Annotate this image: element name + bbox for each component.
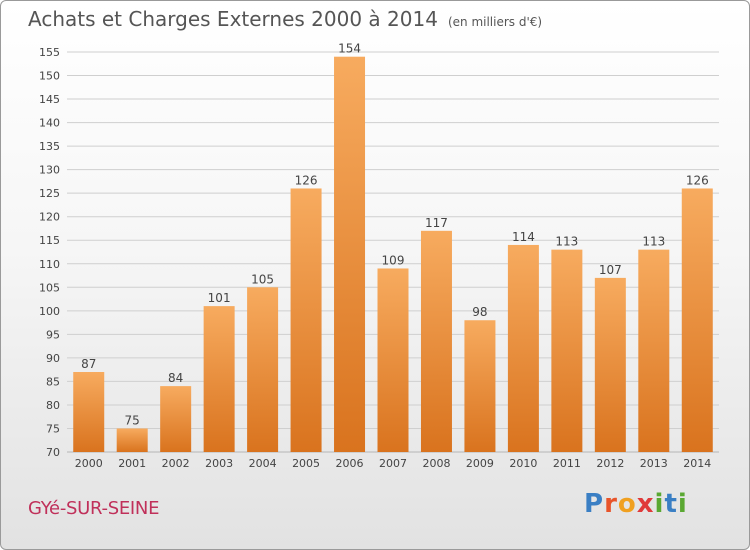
- x-tick-label: 2006: [336, 457, 364, 470]
- x-tick-label: 2003: [205, 457, 233, 470]
- data-label: 109: [382, 253, 405, 267]
- bar: [160, 386, 192, 452]
- commune-name: GYé-SUR-SEINE: [28, 498, 160, 519]
- chart-title: Achats et Charges Externes 2000 à 2014 (e…: [28, 7, 542, 31]
- y-tick-label: 125: [39, 187, 60, 200]
- bar: [681, 188, 713, 452]
- x-tick-label: 2010: [509, 457, 537, 470]
- data-label: 114: [512, 230, 535, 244]
- logo-letter: i: [654, 489, 665, 519]
- y-tick-label: 145: [39, 93, 60, 106]
- y-tick-label: 115: [39, 234, 60, 247]
- bar: [420, 230, 452, 452]
- x-tick-label: 2001: [118, 457, 146, 470]
- bar: [594, 277, 626, 452]
- y-tick-label: 85: [46, 375, 60, 388]
- bar: [377, 268, 409, 452]
- x-tick-label: 2013: [640, 457, 668, 470]
- x-tick-label: 2005: [292, 457, 320, 470]
- proxiti-logo[interactable]: Proxiti: [584, 489, 688, 519]
- y-tick-label: 140: [39, 117, 60, 130]
- y-tick-label: 150: [39, 70, 60, 83]
- x-tick-label: 2002: [162, 457, 190, 470]
- logo-letter: o: [617, 489, 637, 519]
- bar: [203, 306, 235, 452]
- y-tick-label: 135: [39, 140, 60, 153]
- y-tick-label: 120: [39, 211, 60, 224]
- y-tick-label: 80: [46, 399, 60, 412]
- data-label: 126: [686, 173, 709, 187]
- bar: [73, 372, 105, 452]
- bar: [334, 56, 366, 453]
- bar: [638, 249, 670, 452]
- data-label: 113: [555, 235, 578, 249]
- data-label: 117: [425, 216, 448, 230]
- data-label: 154: [338, 42, 361, 56]
- bar: [551, 249, 583, 452]
- data-label: 105: [251, 272, 274, 286]
- x-tick-label: 2007: [379, 457, 407, 470]
- data-label: 107: [599, 263, 622, 277]
- x-axis: 2000 2001 2002 2003 2004 2005 2006 2007 2008 2009…: [75, 457, 712, 470]
- chart-subtitle: (en milliers d'€): [447, 15, 543, 29]
- y-tick-label: 95: [46, 328, 60, 341]
- data-label: 113: [642, 235, 665, 249]
- data-label: 101: [208, 291, 231, 305]
- y-tick-label: 110: [39, 258, 60, 271]
- y-tick-label: 70: [46, 446, 60, 459]
- x-tick-label: 2008: [422, 457, 450, 470]
- logo-letter: P: [584, 489, 605, 519]
- y-axis: 70 75 80 85 90 95 100 105 110 115 120 125 130 135 140 1…: [39, 46, 60, 459]
- data-labels: 87 75 84 101 105 126 154 109 117 98 114 113 107 113 12…: [81, 42, 709, 428]
- bar: [247, 287, 279, 452]
- bars: [73, 56, 713, 453]
- data-label: 75: [125, 413, 140, 427]
- chart-title-text: Achats et Charges Externes 2000 à 2014: [28, 7, 438, 31]
- x-tick-label: 2011: [553, 457, 581, 470]
- data-label: 126: [295, 173, 318, 187]
- bar: [116, 428, 148, 452]
- logo-letter: i: [677, 489, 688, 519]
- y-tick-label: 155: [39, 46, 60, 59]
- data-label: 98: [472, 305, 487, 319]
- y-tick-label: 100: [39, 305, 60, 318]
- data-label: 84: [168, 371, 183, 385]
- data-label: 87: [81, 357, 96, 371]
- x-tick-label: 2000: [75, 457, 103, 470]
- x-tick-label: 2012: [596, 457, 624, 470]
- logo-letter: t: [664, 489, 678, 519]
- logo-letter: r: [604, 489, 618, 519]
- y-tick-label: 130: [39, 164, 60, 177]
- y-tick-label: 105: [39, 281, 60, 294]
- x-tick-label: 2004: [249, 457, 277, 470]
- bar: [507, 244, 539, 452]
- bar: [290, 188, 322, 452]
- y-tick-label: 90: [46, 352, 60, 365]
- x-tick-label: 2014: [683, 457, 711, 470]
- bar: [464, 320, 496, 452]
- x-tick-label: 2009: [466, 457, 494, 470]
- y-tick-label: 75: [46, 422, 60, 435]
- logo-letter: x: [636, 489, 655, 519]
